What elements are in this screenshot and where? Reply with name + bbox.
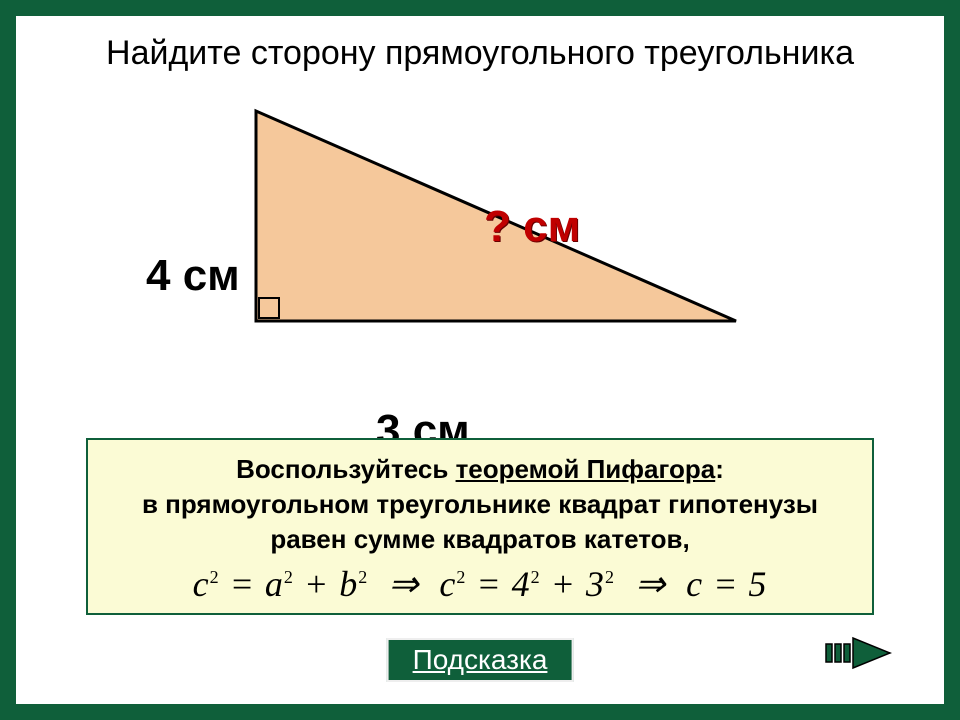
- hint-line-1: Воспользуйтесь теоремой Пифагора:: [106, 452, 854, 487]
- hint-theorem-name: теоремой Пифагора: [456, 454, 716, 484]
- hint-suffix: :: [715, 454, 724, 484]
- hint-line-3: равен сумме квадратов катетов,: [106, 522, 854, 557]
- hint-button[interactable]: Подсказка: [387, 638, 574, 682]
- title: Найдите сторону прямоугольного треугольн…: [16, 34, 944, 73]
- label-side-a: 4 см: [146, 251, 240, 301]
- next-arrow-icon[interactable]: [824, 632, 894, 674]
- slide-frame: Найдите сторону прямоугольного треугольн…: [0, 0, 960, 720]
- hint-line-2: в прямоугольном треугольнике квадрат гип…: [106, 487, 854, 522]
- label-hypotenuse: ? см: [484, 202, 580, 252]
- hint-box: Воспользуйтесь теоремой Пифагора: в прям…: [86, 438, 874, 615]
- triangle-diagram: 4 см 3 см ? см: [16, 106, 944, 436]
- formula: c2 = a2 + b2 ⇒ c2 = 42 + 32 ⇒ c = 5: [106, 563, 854, 605]
- hint-prefix: Воспользуйтесь: [236, 454, 455, 484]
